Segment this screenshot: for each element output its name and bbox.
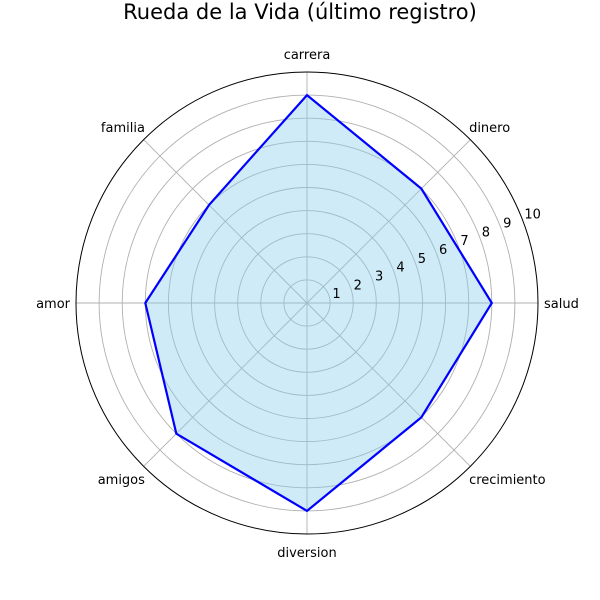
category-label-crecimiento: crecimiento xyxy=(469,473,546,488)
r-tick-label: 8 xyxy=(482,225,490,240)
series-area xyxy=(145,95,492,511)
polar-frame xyxy=(75,71,539,535)
r-tick-label: 3 xyxy=(375,269,383,284)
category-label-amor: amor xyxy=(36,297,71,312)
grid-spoke xyxy=(306,302,471,467)
series-line xyxy=(144,93,494,513)
frame-layer xyxy=(75,71,539,535)
category-label-familia: familia xyxy=(101,121,145,136)
r-tick-label: 7 xyxy=(460,234,468,249)
r-tick-label: 2 xyxy=(354,278,362,293)
chart-title: Rueda de la Vida (último registro) xyxy=(123,0,477,24)
category-label-amigos: amigos xyxy=(98,473,145,488)
r-tick-label: 6 xyxy=(439,243,447,258)
r-tick-label: 4 xyxy=(396,261,404,276)
r-tick-label: 10 xyxy=(524,208,541,223)
label-layer: salud dinero carrera familia amor amigos diver… xyxy=(36,48,579,561)
r-tick-label: 1 xyxy=(332,287,340,302)
grid-spoke xyxy=(143,302,308,467)
category-label-diversion: diversion xyxy=(277,546,336,561)
grid-spoke xyxy=(306,139,471,304)
series-layer xyxy=(144,93,494,513)
category-label-dinero: dinero xyxy=(469,121,510,136)
grid-spoke xyxy=(143,139,308,304)
r-tick-label: 9 xyxy=(503,216,511,231)
r-tick-label: 5 xyxy=(418,252,426,267)
category-label-carrera: carrera xyxy=(284,48,331,63)
category-label-salud: salud xyxy=(544,297,579,312)
